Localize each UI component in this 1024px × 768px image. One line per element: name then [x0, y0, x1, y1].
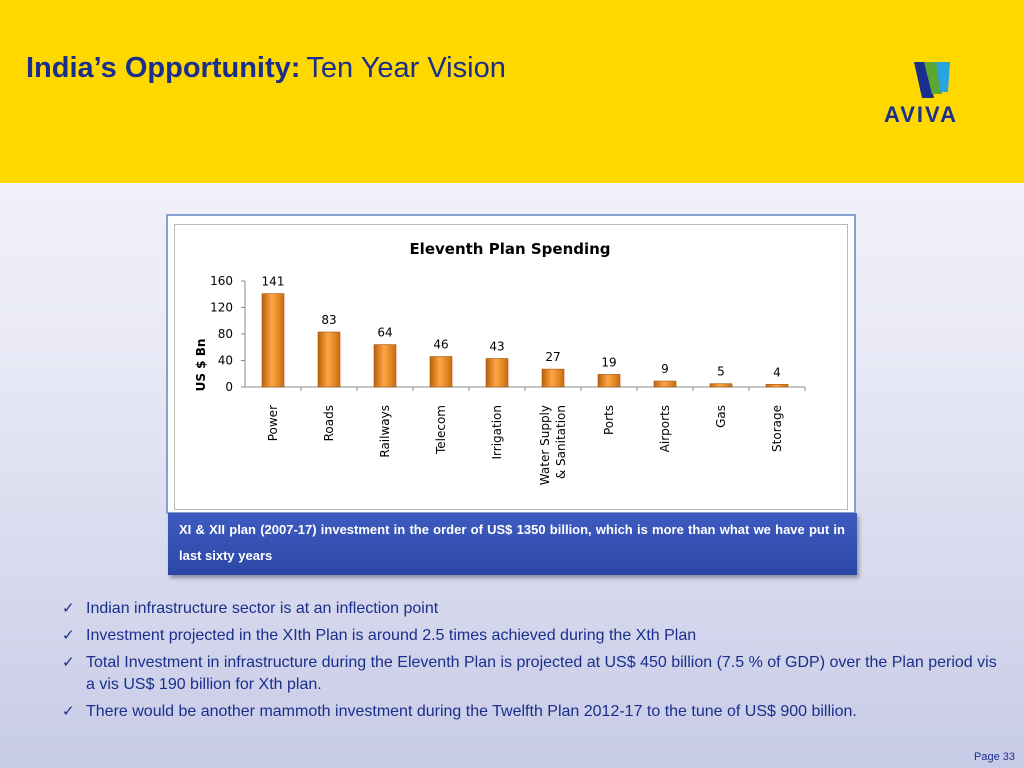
data-label: 64	[377, 326, 392, 340]
x-tick-label: & Sanitation	[554, 405, 568, 479]
data-label: 27	[545, 350, 560, 364]
bar	[429, 356, 453, 388]
y-tick-label: 40	[218, 354, 233, 368]
x-tick-label: Roads	[322, 405, 336, 441]
chart-title: Eleventh Plan Spending	[409, 240, 610, 258]
checkmark-icon: ✓	[62, 703, 75, 720]
data-label: 19	[601, 355, 616, 369]
bullet-item: ✓ There would be another mammoth investme…	[62, 701, 997, 723]
bar-chart: Eleventh Plan Spending US $ Bn 0 40 80 120 1…	[194, 240, 806, 485]
callout-box: XI & XII plan (2007-17) investment in th…	[168, 513, 857, 575]
y-tick-label: 80	[218, 327, 233, 341]
logo-blue-stripe	[914, 62, 934, 98]
data-label: 141	[262, 275, 285, 289]
checkmark-icon: ✓	[62, 600, 75, 617]
x-tick-label: Telecom	[434, 405, 448, 455]
checkmark-icon: ✓	[62, 654, 75, 671]
title-rest: Ten Year Vision	[306, 52, 506, 84]
logo-lightblue-stripe	[936, 62, 950, 92]
data-label: 46	[433, 338, 448, 352]
y-tick-label: 160	[210, 274, 233, 288]
bullet-text: Total Investment in infrastructure durin…	[86, 654, 997, 693]
bar	[653, 380, 677, 388]
bars: 141 83 64 46 43 27 19 9 5 4	[261, 275, 806, 391]
logo-text: AVIVA	[884, 102, 958, 127]
slide-title: India’s Opportunity: Ten Year Vision	[26, 50, 506, 86]
y-axis-label: US $ Bn	[194, 339, 208, 392]
bar	[597, 374, 621, 388]
chart-frame: Eleventh Plan Spending US $ Bn 0 40 80 120 1…	[166, 214, 856, 514]
title-bold: India’s Opportunity:	[26, 52, 301, 84]
x-tick-label: Ports	[602, 405, 616, 435]
data-label: 9	[661, 362, 669, 376]
x-tick-label: Airports	[658, 405, 672, 452]
x-axis-labels: Power Roads Railways Telecom Irrigation Water…	[266, 405, 784, 485]
data-label: 4	[773, 365, 781, 379]
x-tick-label: Railways	[378, 405, 392, 458]
bullet-text: There would be another mammoth investmen…	[86, 703, 857, 720]
bullet-text: Indian infrastructure sector is at an in…	[86, 600, 439, 617]
page-number: Page 33	[974, 751, 1015, 763]
aviva-logo-icon	[914, 62, 950, 98]
data-label: 83	[321, 313, 336, 327]
y-tick-label: 0	[225, 380, 233, 394]
bullet-text: Investment projected in the XIth Plan is…	[86, 627, 697, 644]
bar	[541, 368, 565, 388]
bar	[709, 383, 733, 388]
bar	[317, 331, 341, 388]
y-tick-label: 120	[210, 301, 233, 315]
x-tick-label: Gas	[714, 405, 728, 428]
x-tick-label: Storage	[770, 405, 784, 452]
bar	[373, 344, 397, 388]
bullet-item: ✓ Investment projected in the XIth Plan i…	[62, 625, 997, 647]
x-tick-label: Water Supply	[538, 405, 552, 485]
x-tick-label: Power	[266, 405, 280, 441]
bar	[485, 358, 509, 388]
bullet-item: ✓ Indian infrastructure sector is at an i…	[62, 598, 997, 620]
bar	[765, 384, 789, 388]
bar	[261, 293, 285, 388]
bullet-list: ✓ Indian infrastructure sector is at an i…	[62, 598, 997, 728]
header-band: India’s Opportunity: Ten Year Vision AVIV…	[0, 0, 1024, 183]
bullet-item: ✓ Total Investment in infrastructure duri…	[62, 652, 997, 696]
chart-area: Eleventh Plan Spending US $ Bn 0 40 80 120 1…	[174, 224, 848, 510]
data-label: 43	[489, 340, 504, 354]
data-label: 5	[717, 365, 725, 379]
checkmark-icon: ✓	[62, 627, 75, 644]
x-tick-label: Irrigation	[490, 405, 504, 460]
